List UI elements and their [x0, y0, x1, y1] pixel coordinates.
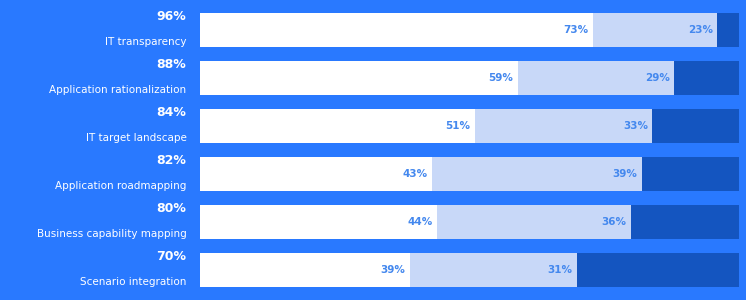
Bar	[200, 157, 431, 191]
Text: Application roadmapping: Application roadmapping	[55, 181, 186, 191]
Text: 29%: 29%	[645, 73, 670, 83]
Bar	[200, 13, 593, 47]
Text: 84%: 84%	[157, 106, 186, 119]
Text: IT transparency: IT transparency	[105, 37, 186, 47]
Text: 96%: 96%	[157, 10, 186, 23]
Text: 59%: 59%	[489, 73, 513, 83]
Bar	[593, 13, 717, 47]
Bar	[431, 157, 642, 191]
Bar	[518, 61, 674, 95]
Text: 36%: 36%	[601, 217, 627, 227]
Text: IT target landscape: IT target landscape	[86, 133, 186, 143]
Bar	[717, 13, 739, 47]
Bar	[200, 61, 518, 95]
Text: Business capability mapping: Business capability mapping	[37, 229, 186, 239]
Text: 31%: 31%	[548, 265, 573, 275]
Bar	[652, 109, 739, 143]
Bar	[410, 253, 577, 287]
Text: 43%: 43%	[402, 169, 427, 179]
Text: 51%: 51%	[445, 121, 470, 131]
Bar	[577, 253, 739, 287]
Text: 39%: 39%	[612, 169, 637, 179]
Text: 70%: 70%	[157, 250, 186, 263]
Text: 44%: 44%	[407, 217, 433, 227]
Text: 80%: 80%	[157, 202, 186, 215]
Bar	[437, 205, 631, 239]
Text: 39%: 39%	[380, 265, 406, 275]
Bar	[674, 61, 739, 95]
Text: Application rationalization: Application rationalization	[49, 85, 186, 95]
Bar	[474, 109, 652, 143]
Bar	[642, 157, 739, 191]
Text: 88%: 88%	[157, 58, 186, 71]
Bar	[200, 205, 437, 239]
Bar	[200, 109, 474, 143]
Text: 33%: 33%	[623, 121, 648, 131]
Bar	[200, 253, 410, 287]
Text: 82%: 82%	[157, 154, 186, 167]
Text: 23%: 23%	[688, 25, 712, 35]
Bar	[631, 205, 739, 239]
Text: Scenario integration: Scenario integration	[80, 277, 186, 287]
Text: 73%: 73%	[564, 25, 589, 35]
